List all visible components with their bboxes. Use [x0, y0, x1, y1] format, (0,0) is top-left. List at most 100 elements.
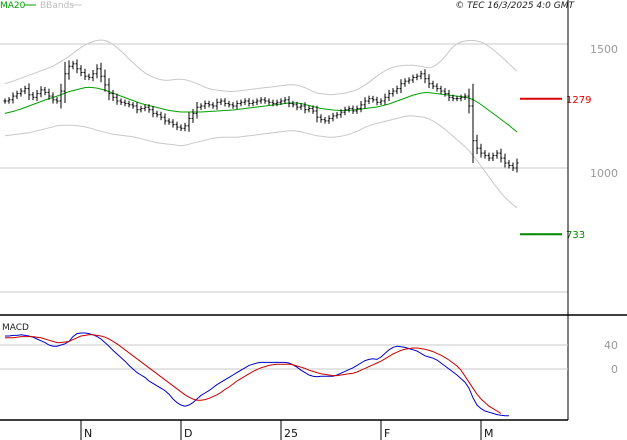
ohlc-bar	[355, 105, 359, 114]
bbands-legend: BBands	[40, 1, 74, 11]
ohlc-bar	[255, 98, 259, 105]
ohlc-bar	[447, 89, 451, 101]
ohlc-bar	[347, 105, 351, 113]
ohlc-bar	[363, 97, 367, 109]
ma20-polyline	[4, 86, 518, 133]
ohlc-bar	[283, 97, 287, 104]
ohlc-bar	[403, 78, 407, 87]
ma20-line	[4, 86, 518, 133]
price-gridlines: 1500 1000	[0, 43, 618, 293]
ohlc-bar	[247, 98, 251, 107]
support-label: 733	[566, 230, 585, 241]
ohlc-bar	[171, 119, 175, 128]
ohlc-bar	[291, 100, 295, 108]
ohlc-bar	[115, 93, 119, 105]
ohlc-bar	[439, 85, 443, 95]
ohlc-bar	[187, 112, 191, 132]
ohlc-bar	[71, 60, 75, 70]
ohlc-bar	[467, 88, 471, 114]
ohlc-bar	[123, 99, 127, 107]
ohlc-bar	[195, 102, 199, 119]
ohlc-bar	[239, 99, 243, 107]
ohlc-bar	[147, 104, 151, 113]
ohlc-bar	[75, 59, 79, 74]
ohlc-bar	[103, 69, 107, 92]
ohlc-bar	[135, 102, 139, 114]
ohlc-bar	[207, 100, 211, 108]
ohlc-bar	[163, 113, 167, 125]
ohlc-bar	[155, 110, 159, 118]
ohlc-bar	[131, 102, 135, 109]
ohlc-bar	[91, 70, 95, 82]
ohlc-bar	[383, 93, 387, 105]
ohlc-bar	[431, 80, 435, 90]
ohlc-bar	[411, 74, 415, 83]
copyright-text: © TEC 16/3/2025 4:0 GMT	[455, 1, 575, 11]
ohlc-bar	[487, 152, 491, 162]
ohlc-bar	[119, 98, 123, 105]
ohlc-bar	[299, 103, 303, 110]
ohlc-bar	[423, 69, 427, 84]
signal-line	[5, 334, 502, 414]
ohlc-bar	[415, 73, 419, 81]
ohlc-bar	[55, 97, 59, 104]
x-axis: N D 25 F M	[80, 420, 494, 440]
ohlc-bar	[483, 150, 487, 159]
ohlc-bar	[295, 101, 299, 111]
ohlc-bar	[95, 64, 99, 79]
ohlc-bar	[199, 103, 203, 110]
ohlc-bar	[331, 112, 335, 122]
ohlc-bar	[63, 61, 67, 103]
ohlc-bar	[23, 85, 27, 95]
ohlc-bar	[87, 73, 91, 81]
ohlc-bar	[79, 65, 83, 77]
y-tick-label-1500: 1500	[590, 43, 618, 56]
x-tick-label-F: F	[384, 427, 390, 440]
ohlc-bar	[243, 98, 247, 105]
macd-lines	[5, 332, 509, 417]
ohlc-bar	[495, 150, 499, 159]
ohlc-bar	[371, 95, 375, 103]
resistance-label: 1279	[566, 95, 591, 106]
ohlc-bar	[407, 77, 411, 84]
ohlc-bar	[183, 122, 187, 132]
x-tick-label-25: 25	[284, 427, 298, 440]
ohlc-bar	[231, 102, 235, 109]
ohlc-bar	[335, 112, 339, 119]
ohlc-bar	[47, 88, 51, 100]
ohlc-bar	[7, 97, 11, 104]
ohlc-bar	[455, 95, 459, 102]
macd-y-tick-label-40: 40	[604, 339, 618, 352]
ohlc-bar	[443, 88, 447, 97]
ohlc-bar	[83, 68, 87, 80]
ohlc-bar	[463, 93, 467, 100]
ohlc-bar	[427, 74, 431, 89]
ohlc-bar	[419, 70, 423, 80]
ohlc-bar	[31, 91, 35, 101]
ohlc-bar	[267, 98, 271, 105]
x-tick-label-N: N	[84, 427, 92, 440]
ohlc-bar	[343, 106, 347, 116]
ohlc-bar	[27, 83, 31, 100]
ohlc-bar	[387, 89, 391, 101]
ohlc-bar	[159, 111, 163, 121]
ohlc-bar	[235, 100, 239, 109]
ohlc-bar	[515, 158, 519, 173]
ohlc-bar	[367, 95, 371, 104]
bb-lower-line	[4, 115, 518, 209]
ohlc-bar	[311, 105, 315, 114]
ohlc-bar	[167, 118, 171, 125]
ohlc-bar	[99, 62, 103, 83]
ohlc-bar	[507, 160, 511, 169]
ohlc-bar	[379, 98, 383, 105]
ohlc-bar	[491, 152, 495, 162]
ohlc-bar	[59, 83, 63, 109]
ohlc-bar	[275, 99, 279, 107]
price-bars	[3, 59, 519, 173]
x-tick-label-M: M	[484, 427, 494, 440]
ohlc-bar	[227, 100, 231, 108]
ohlc-bar	[339, 109, 343, 118]
ohlc-bar	[303, 102, 307, 114]
ohlc-bar	[3, 98, 7, 104]
